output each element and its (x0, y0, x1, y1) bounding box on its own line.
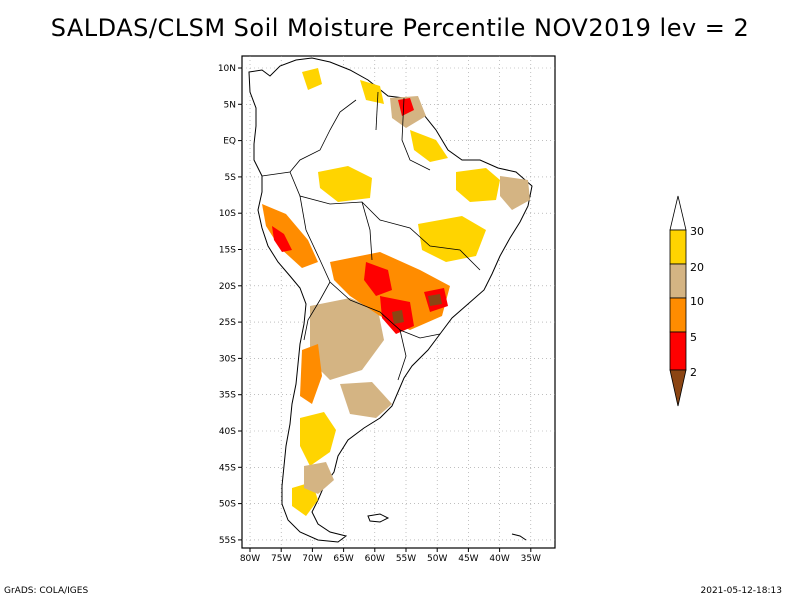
falkland-islands (367, 513, 390, 523)
patch-20-30 (318, 166, 372, 202)
patch-20-30 (300, 412, 336, 466)
patch-20-30 (418, 216, 486, 262)
latitude-label: 45S (219, 463, 236, 473)
legend-bin-5-10 (669, 297, 687, 333)
latitude-label: 50S (219, 500, 236, 510)
patch-10-20 (500, 176, 530, 210)
latitude-label: 10N (218, 64, 236, 74)
latitude-label: 10S (219, 209, 236, 219)
longitude-label: 40W (489, 554, 509, 564)
latitude-label: EQ (223, 137, 236, 147)
latitude-label: 15S (219, 246, 236, 256)
legend-bin-2-5 (669, 331, 687, 371)
south-georgia (511, 533, 527, 541)
longitude-label: 70W (302, 554, 322, 564)
patch-5-10 (300, 344, 322, 404)
patch-2-5 (364, 262, 392, 296)
longitude-label: 35W (521, 554, 541, 564)
legend-label-10: 10 (690, 295, 704, 308)
legend-label-30: 30 (690, 225, 704, 238)
longitude-label: 55W (396, 554, 416, 564)
legend-bin-20-30 (669, 229, 687, 265)
patch-10-20 (340, 382, 392, 418)
legend-bin-10-20 (669, 263, 687, 299)
map-title: SALDAS/CLSM Soil Moisture Percentile NOV… (50, 14, 750, 42)
latitude-label: 40S (219, 427, 236, 437)
patch-5-10 (330, 252, 450, 330)
longitude-label: 50W (427, 554, 447, 564)
latitude-label: 30S (219, 354, 236, 364)
legend-cap-below-2 (669, 369, 687, 407)
moisture-patches (262, 68, 530, 516)
legend-colorbar (669, 195, 687, 407)
patch-20-30 (410, 130, 448, 162)
longitude-label: 65W (333, 554, 353, 564)
patch-5-10 (262, 204, 318, 268)
longitude-label: 45W (458, 554, 478, 564)
latitude-label: 35S (219, 391, 236, 401)
latitude-axis: 10N 5N EQ 5S 10S 15S 20S 25S 30S 35S 40S 45S 50S 55S (218, 64, 242, 546)
longitude-axis: 80W 75W 70W 65W 60W 55W 50W 45W 40W 35W (240, 548, 541, 564)
latitude-label: 5N (224, 100, 236, 110)
legend-cap-above-30 (669, 195, 687, 231)
latitude-label: 25S (219, 318, 236, 328)
longitude-label: 75W (271, 554, 291, 564)
patch-2-5 (272, 226, 292, 252)
patch-2-5 (398, 98, 414, 116)
patch-20-30 (456, 168, 500, 202)
legend-labels: 30 20 10 5 2 (690, 225, 704, 379)
latitude-label: 55S (219, 536, 236, 546)
legend-label-2: 2 (690, 366, 697, 379)
footer-credit: GrADS: COLA/IGES (4, 586, 89, 596)
patch-20-30 (302, 68, 322, 90)
legend-label-20: 20 (690, 261, 704, 274)
patch-10-20 (310, 298, 384, 380)
patch-10-20 (304, 462, 334, 494)
latitude-label: 20S (219, 282, 236, 292)
footer-timestamp: 2021-05-12-18:13 (700, 586, 783, 596)
latitude-label: 5S (225, 173, 237, 183)
map-frame (241, 55, 556, 549)
patch-below-2 (392, 310, 404, 324)
longitude-label: 60W (365, 554, 385, 564)
legend-label-5: 5 (690, 331, 697, 344)
longitude-label: 80W (240, 554, 260, 564)
country-boundaries (261, 91, 481, 381)
patch-below-2 (428, 294, 442, 306)
